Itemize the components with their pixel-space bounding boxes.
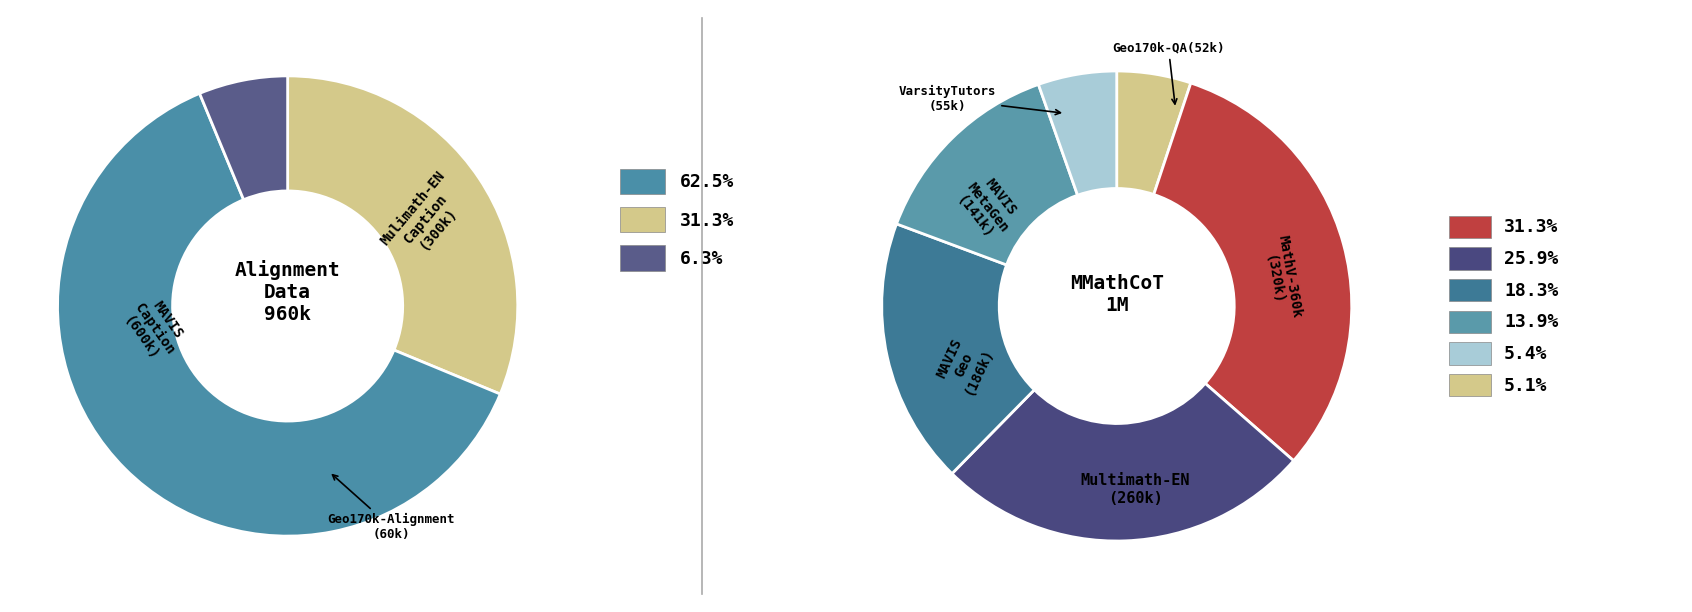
Text: MAVIS
Caption
(600k): MAVIS Caption (600k) [118,292,190,367]
Text: Mulimath-EN
Caption
(300k): Mulimath-EN Caption (300k) [379,168,474,269]
Wedge shape [953,383,1294,541]
Wedge shape [288,76,518,394]
Wedge shape [897,84,1078,265]
Text: MathV-360k
(320k): MathV-360k (320k) [1259,234,1303,322]
Wedge shape [200,76,288,200]
Text: Alignment
Data
960k: Alignment Data 960k [235,260,340,324]
Legend: 31.3%, 25.9%, 18.3%, 13.9%, 5.4%, 5.1%: 31.3%, 25.9%, 18.3%, 13.9%, 5.4%, 5.1% [1442,209,1565,403]
Text: Geo170k-Alignment
(60k): Geo170k-Alignment (60k) [328,475,455,541]
Wedge shape [1154,83,1352,461]
Text: MAVIS
MetaGen
(141k): MAVIS MetaGen (141k) [951,170,1024,245]
Text: MAVIS
Geo
(186k): MAVIS Geo (186k) [932,332,995,397]
Text: MMathCoT
1M: MMathCoT 1M [1069,274,1164,315]
Text: VarsityTutors
(55k): VarsityTutors (55k) [898,85,1061,114]
Text: Geo170k-QA(52k): Geo170k-QA(52k) [1112,41,1225,104]
Wedge shape [882,224,1034,474]
Wedge shape [58,94,501,536]
Legend: 62.5%, 31.3%, 6.3%: 62.5%, 31.3%, 6.3% [613,162,741,278]
Wedge shape [1039,71,1117,195]
Text: Multimath-EN
(260k): Multimath-EN (260k) [1081,473,1189,506]
Wedge shape [1117,71,1191,195]
